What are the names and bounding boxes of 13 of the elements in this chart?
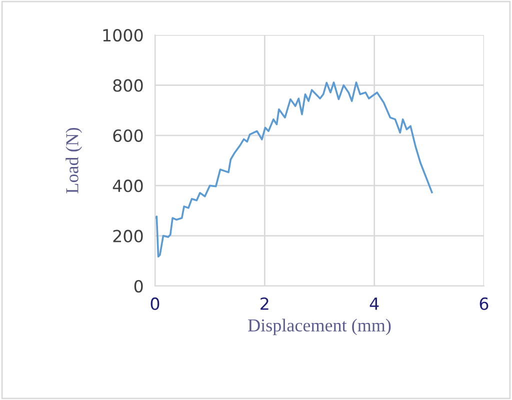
y-tick-label: 200 — [113, 230, 143, 242]
y-tick-label: 1000 — [103, 28, 143, 42]
y-tick-label: 600 — [113, 129, 143, 142]
line-series — [155, 82, 433, 258]
y-axis-title: Load (N) — [66, 128, 82, 194]
x-tick-label: 0 — [150, 297, 160, 310]
y-tick-label: 0 — [134, 280, 143, 293]
y-tick-label: 400 — [112, 180, 143, 192]
x-tick-label: 4 — [370, 298, 379, 310]
x-tick-label: 6 — [480, 297, 488, 310]
x-axis-title: Displacement (mm) — [248, 318, 391, 336]
y-tick-label: 800 — [113, 79, 143, 92]
x-tick-label: 2 — [260, 297, 268, 310]
